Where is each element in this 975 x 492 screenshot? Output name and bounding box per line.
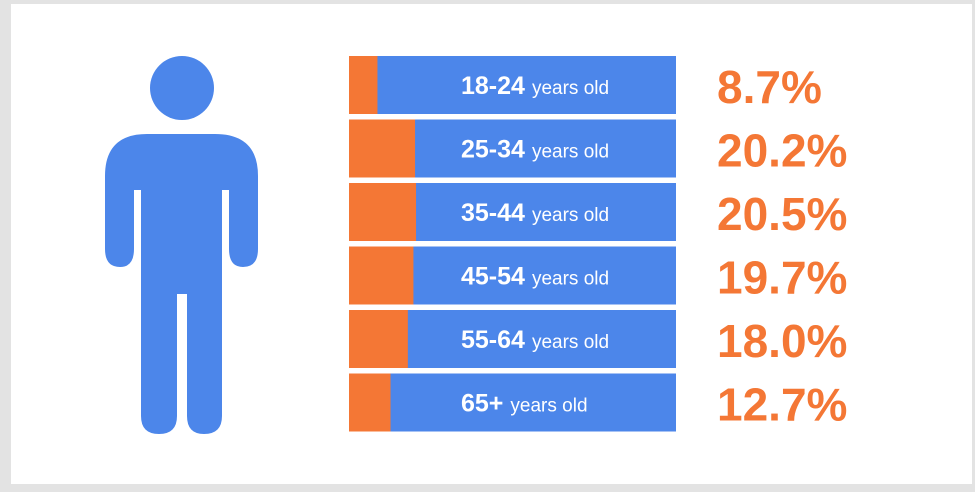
person-icon	[105, 56, 258, 434]
data-label: 18.0%	[717, 315, 847, 367]
age-distribution-chart: 18-24 years old 8.7% 25-34 years old 20.2% 35-…	[105, 56, 847, 434]
category-label-range: 45-54	[461, 263, 525, 291]
bar-track	[349, 373, 676, 432]
category-label-range: 55-64	[461, 326, 525, 354]
category-label: 55-64 years old	[461, 326, 609, 354]
category-label-range: 25-34	[461, 136, 525, 164]
bars-layer: 18-24 years old 8.7% 25-34 years old 20.2% 35-…	[349, 56, 847, 432]
data-label: 20.5%	[717, 188, 847, 240]
bar	[349, 310, 408, 368]
data-label: 12.7%	[717, 379, 847, 431]
category-label: 65+ years old	[461, 390, 588, 418]
category-label-unit: years old	[532, 78, 609, 99]
category-label: 45-54 years old	[461, 263, 609, 291]
category-label: 35-44 years old	[461, 199, 609, 227]
data-label: 8.7%	[717, 61, 822, 113]
category-label-unit: years old	[510, 396, 587, 417]
bar	[349, 183, 417, 241]
data-label: 19.7%	[717, 252, 847, 304]
bar	[349, 119, 416, 178]
category-label-unit: years old	[532, 332, 609, 353]
category-label-range: 35-44	[461, 199, 525, 227]
bar	[349, 246, 414, 305]
category-label-range: 18-24	[461, 72, 525, 100]
category-label-unit: years old	[532, 142, 609, 163]
bar	[349, 373, 391, 432]
category-label-unit: years old	[532, 269, 609, 290]
category-label-unit: years old	[532, 205, 609, 226]
bar	[349, 56, 378, 114]
chart-card: 18-24 years old 8.7% 25-34 years old 20.2% 35-…	[11, 4, 972, 484]
data-label: 20.2%	[717, 125, 847, 177]
category-label-range: 65+	[461, 390, 503, 418]
category-label: 18-24 years old	[461, 72, 609, 100]
category-label: 25-34 years old	[461, 136, 609, 164]
bar-track	[349, 56, 676, 114]
